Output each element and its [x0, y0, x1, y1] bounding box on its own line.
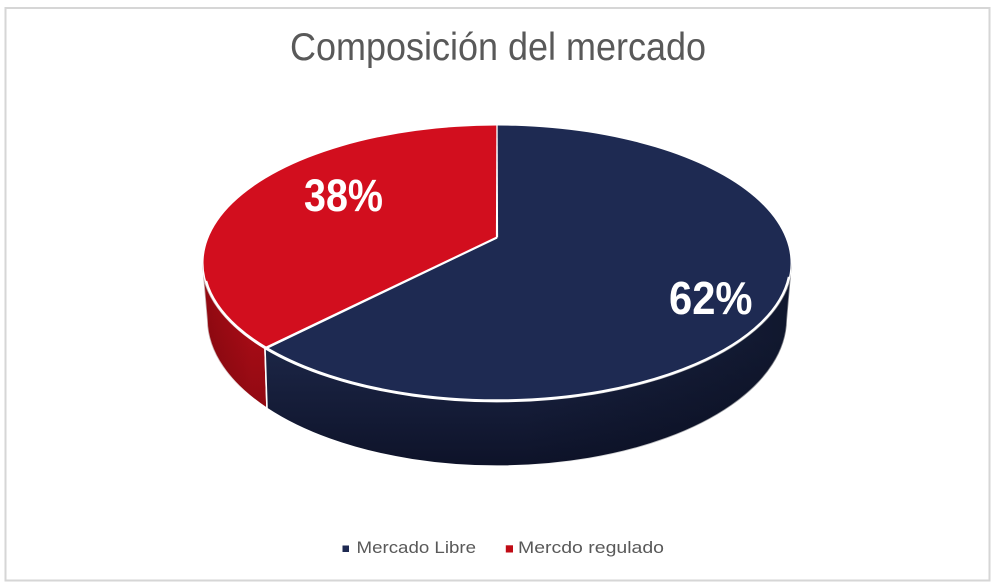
svg-text:Mercdo regulado: Mercdo regulado	[518, 538, 664, 557]
svg-text:38%: 38%	[304, 170, 383, 221]
svg-text:Composición del mercado: Composición del mercado	[290, 26, 706, 69]
svg-text:62%: 62%	[669, 272, 753, 324]
svg-text:Mercado Libre: Mercado Libre	[357, 538, 477, 557]
